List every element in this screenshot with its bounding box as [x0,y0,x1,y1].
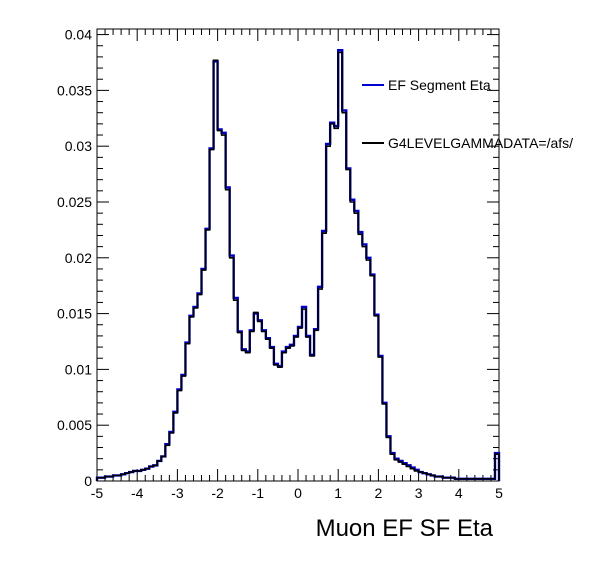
x-tick-label: -1 [252,485,265,501]
x-tick-label: -2 [211,485,224,501]
legend-label: G4LEVELGAMMADATA=/afs/ [388,135,573,151]
legend-label: EF Segment Eta [388,77,491,93]
x-tick-label: -3 [171,485,184,501]
x-tick-label: 5 [495,485,503,501]
y-tick-label: 0 [84,473,92,489]
y-tick-label: 0.02 [65,250,92,266]
y-tick-label: 0.035 [57,82,92,98]
y-tick-label: 0.03 [65,138,92,154]
x-tick-label: 2 [375,485,383,501]
y-tick-label: 0.025 [57,194,92,210]
series-group [95,49,501,481]
x-tick-label: 3 [415,485,423,501]
y-tick-label: 0.01 [65,361,92,377]
x-tick-label: 1 [334,485,342,501]
x-tick-label: -4 [131,485,144,501]
x-tick-label: 4 [455,485,463,501]
series-line-g4levelgammadata [96,51,500,481]
plot-frame [96,28,500,482]
x-axis-title: Muon EF SF Eta [316,515,494,542]
y-tick-label: 0.04 [65,27,92,43]
x-tick-label: 0 [294,485,302,501]
legend: EF Segment Eta G4LEVELGAMMADATA=/afs/ [362,77,573,151]
y-tick-label: 0.015 [57,306,92,322]
y-axis: 0 0.005 0.01 0.015 0.02 0.025 0.03 0.035 0.04 [57,27,499,489]
x-tick-label: -5 [91,485,104,501]
y-tick-label: 0.005 [57,417,92,433]
series-line-ef-segment-eta [95,49,501,481]
x-axis: -5 -4 -3 -2 -1 0 1 2 3 4 5 [91,29,503,501]
